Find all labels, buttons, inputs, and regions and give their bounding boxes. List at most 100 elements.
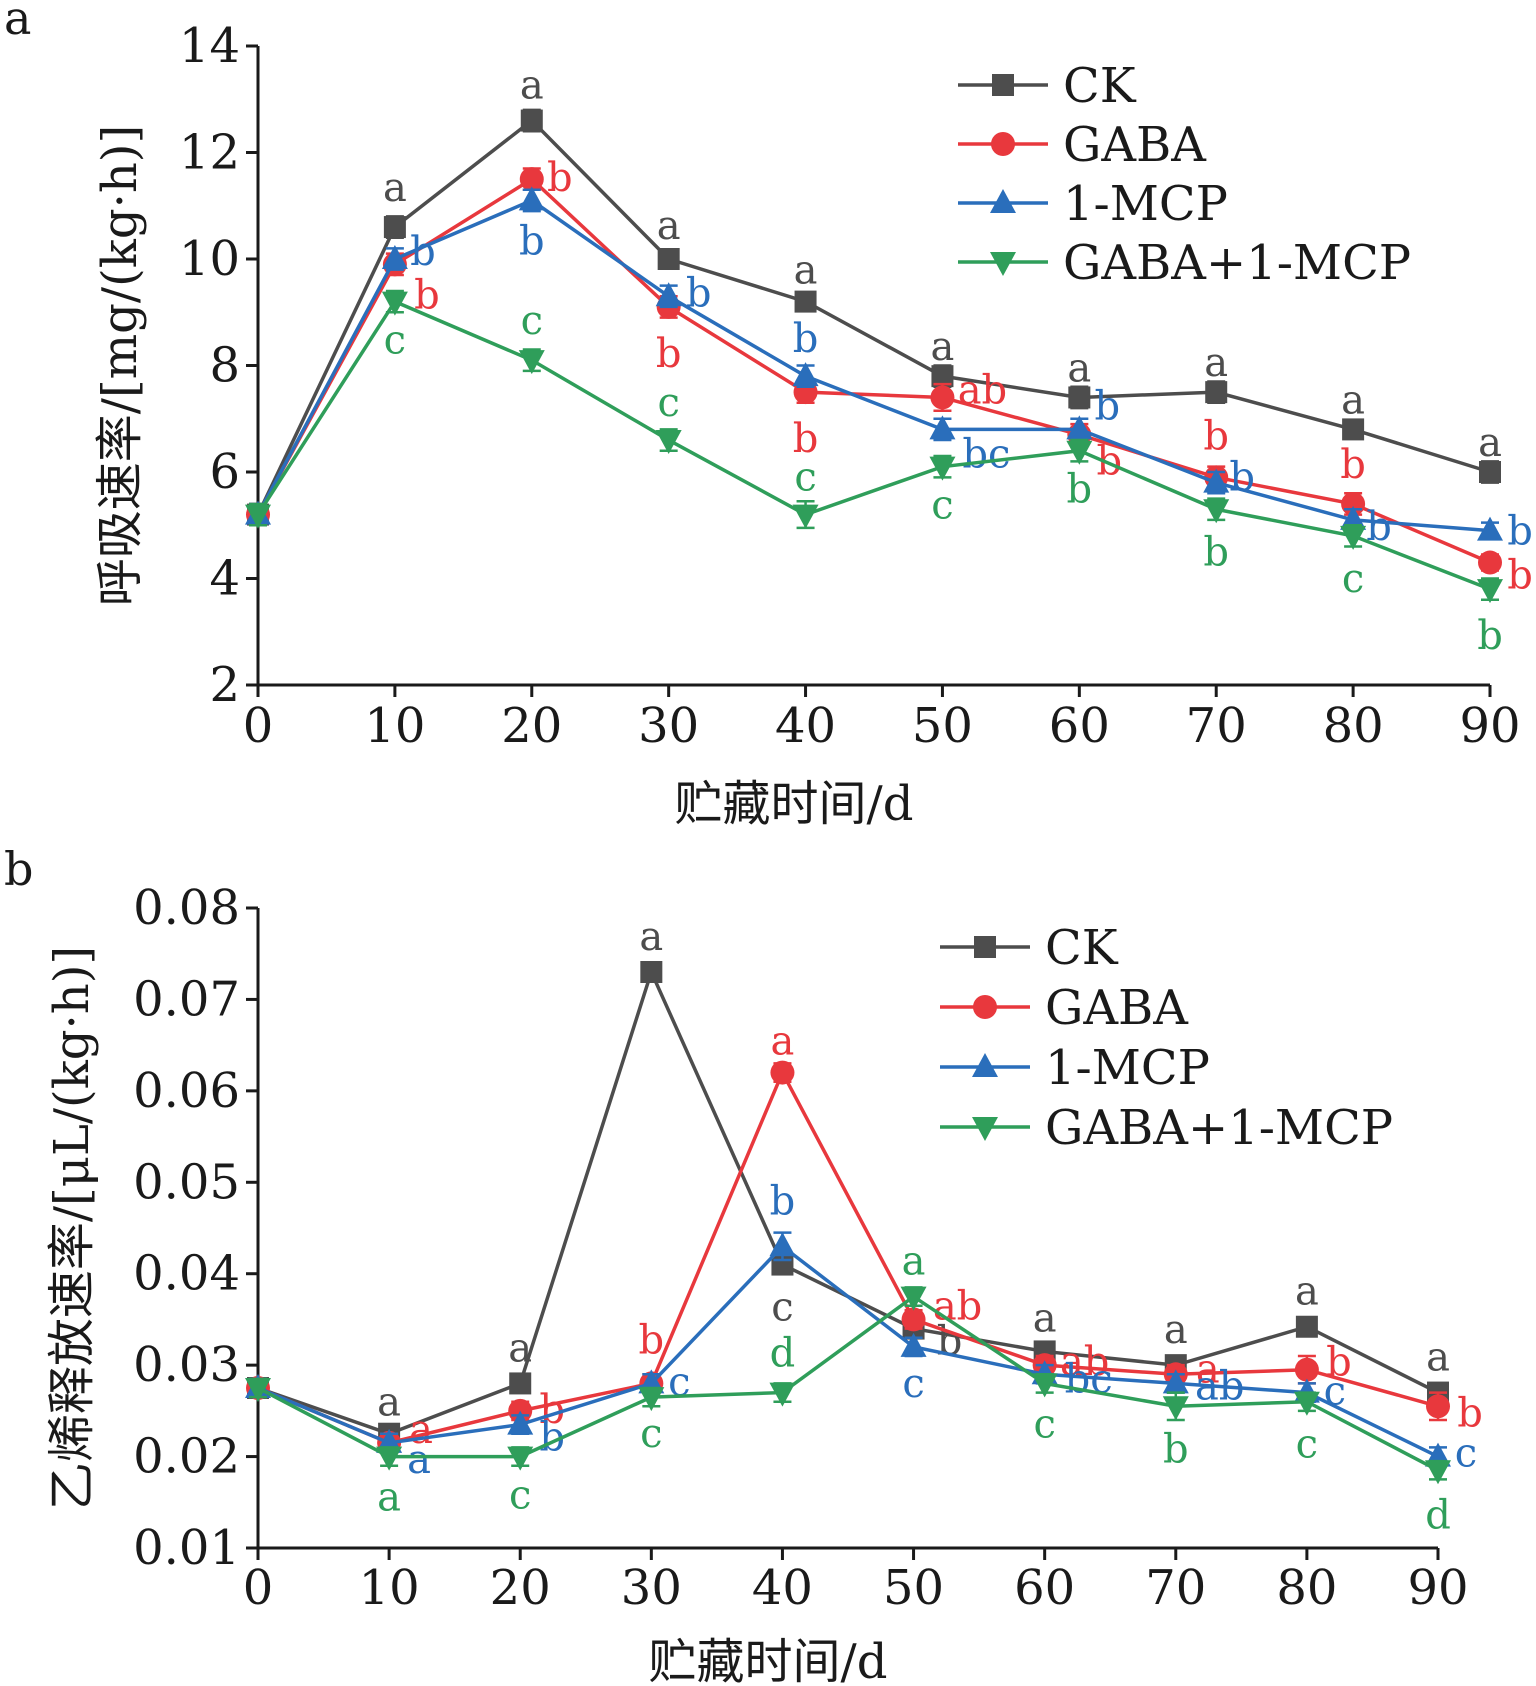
x-tick-label: 70 xyxy=(1186,698,1247,754)
panel-label: b xyxy=(4,842,33,896)
data-point xyxy=(900,1286,927,1311)
data-point xyxy=(519,167,544,192)
data-point xyxy=(507,1410,534,1435)
significance-letter: a xyxy=(1341,377,1365,423)
significance-letter: a xyxy=(1204,340,1228,386)
data-point xyxy=(929,415,956,440)
series-line xyxy=(257,1294,1439,1472)
x-tick-label: 70 xyxy=(1145,1560,1206,1616)
y-tick-label: 0.08 xyxy=(133,880,240,936)
series-GABA+1-MCP: c c c c c b bc b xyxy=(245,289,1503,659)
significance-letter: a xyxy=(377,1475,401,1521)
series-line xyxy=(257,1068,1439,1445)
series-line xyxy=(257,1243,1439,1459)
data-point xyxy=(381,245,408,269)
data-point xyxy=(1477,579,1503,604)
significance-letter: b xyxy=(1203,413,1229,459)
significance-letter: d xyxy=(1425,1492,1451,1538)
x-tick-label: 60 xyxy=(1014,1560,1075,1616)
significance-letter: ab xyxy=(1195,1363,1244,1409)
data-point xyxy=(1340,505,1367,530)
x-tick-label: 60 xyxy=(1049,698,1110,754)
data-point xyxy=(1478,550,1502,575)
significance-letter: b xyxy=(1163,1426,1189,1472)
y-axis-title: 呼吸速率/[mg/(kg·h)] xyxy=(92,125,148,606)
significance-letter: b xyxy=(639,1317,665,1363)
x-tick-label: 0 xyxy=(243,1560,274,1616)
significance-letter: c xyxy=(384,318,406,364)
data-point xyxy=(901,1307,926,1332)
data-point xyxy=(1031,1373,1058,1398)
significance-letter: a xyxy=(931,324,955,370)
legend-marker xyxy=(990,189,1016,213)
x-tick-label: 50 xyxy=(883,1560,944,1616)
significance-letter: c xyxy=(794,455,816,501)
y-axis-title: 乙烯释放速率/[μL/(kg·h)] xyxy=(44,946,100,1510)
data-point xyxy=(381,291,408,316)
series-line xyxy=(256,118,1491,516)
significance-letter: a xyxy=(1067,345,1091,391)
x-axis-title: 贮藏时间/d xyxy=(649,1634,888,1686)
data-point xyxy=(640,961,663,983)
x-tick-label: 90 xyxy=(1407,1560,1468,1616)
series-line xyxy=(256,176,1491,565)
significance-letter: a xyxy=(1295,1269,1319,1315)
series-line xyxy=(256,198,1491,533)
x-tick-label: 30 xyxy=(621,1560,682,1616)
significance-letter: b xyxy=(1203,529,1229,575)
x-tick-label: 0 xyxy=(243,698,274,754)
y-tick-label: 10 xyxy=(179,231,240,287)
significance-letter: a xyxy=(508,1325,532,1371)
y-tick-label: 0.05 xyxy=(133,1154,240,1210)
data-point xyxy=(518,350,545,375)
significance-letter: c xyxy=(657,380,679,426)
legend-label: 1-MCP xyxy=(1063,176,1228,232)
x-tick-label: 50 xyxy=(912,698,973,754)
y-tick-label: 0.06 xyxy=(133,1063,240,1119)
data-point xyxy=(1205,381,1228,404)
significance-letter: a xyxy=(794,248,818,294)
legend-marker xyxy=(972,1053,998,1077)
y-tick-label: 4 xyxy=(209,551,240,607)
significance-letter: b xyxy=(1507,509,1533,555)
data-point xyxy=(929,456,956,481)
y-tick-label: 6 xyxy=(209,444,240,500)
significance-letter: d xyxy=(770,1331,796,1377)
significance-letter: b xyxy=(539,1387,565,1433)
x-tick-label: 10 xyxy=(359,1560,420,1616)
data-point xyxy=(1293,1391,1320,1416)
y-tick-label: 8 xyxy=(209,338,240,394)
significance-letter: a xyxy=(377,1380,401,1426)
data-point xyxy=(509,1372,532,1395)
significance-letter: ab xyxy=(958,367,1007,413)
significance-letter: c xyxy=(509,1473,531,1519)
data-point xyxy=(1342,418,1365,441)
data-point xyxy=(1479,461,1501,483)
significance-letter: b xyxy=(1340,442,1366,488)
data-point xyxy=(769,1232,796,1257)
significance-letter: bc xyxy=(962,431,1010,477)
legend-marker xyxy=(992,74,1014,96)
significance-letter: b xyxy=(1095,383,1121,429)
significance-letter: b xyxy=(1067,467,1093,513)
significance-letter: b xyxy=(410,229,436,275)
significance-letter: a xyxy=(1478,420,1502,466)
x-tick-label: 10 xyxy=(364,698,425,754)
significance-letter: a xyxy=(1426,1335,1450,1381)
significance-letter: b xyxy=(1457,1390,1483,1436)
significance-letter: a xyxy=(1196,1346,1220,1392)
y-tick-label: 0.04 xyxy=(133,1246,240,1302)
significance-letter: a xyxy=(639,914,663,960)
significance-letter: b xyxy=(793,316,819,362)
significance-letter: a xyxy=(383,165,407,211)
significance-letter: c xyxy=(931,483,953,529)
data-point xyxy=(1340,525,1367,550)
significance-letter: c xyxy=(521,298,543,344)
significance-letter: b xyxy=(519,218,545,264)
data-point xyxy=(1068,386,1091,409)
